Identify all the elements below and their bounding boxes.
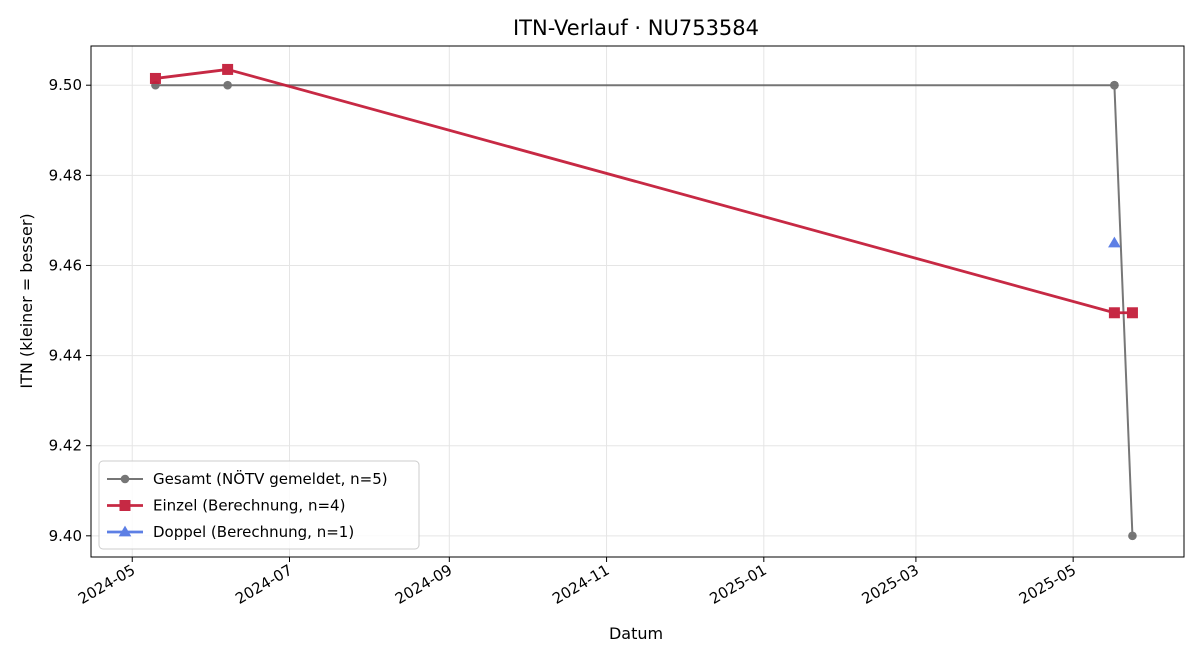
y-tick-label: 9.40	[49, 527, 82, 545]
legend-entry	[107, 525, 143, 537]
plot-frame	[90, 45, 1185, 558]
y-axis-ticks: 9.40 9.42 9.44 9.46 9.48 9.50	[49, 76, 91, 545]
y-tick-label: 9.42	[49, 437, 82, 455]
data-point	[1110, 80, 1119, 90]
data-point	[222, 63, 234, 75]
y-tick-label: 9.44	[49, 347, 82, 365]
y-tick-label: 9.48	[49, 166, 82, 184]
series-group	[149, 63, 1138, 541]
data-point	[1108, 307, 1120, 319]
legend-label: Doppel (Berechnung, n=1)	[153, 523, 354, 541]
y-tick-label: 9.46	[49, 256, 82, 274]
legend-marker	[120, 474, 130, 484]
series-line	[155, 84, 1134, 536]
legend-marker	[119, 500, 131, 511]
legend-entry	[107, 500, 143, 511]
legend-entry	[107, 474, 143, 484]
legend-box	[98, 460, 420, 550]
data-point	[149, 72, 161, 84]
series-circle	[151, 80, 1137, 541]
series-square	[149, 63, 1138, 319]
y-axis-label: ITN (kleiner = besser)	[17, 213, 36, 388]
series-triangle	[1108, 236, 1121, 248]
legend-marker	[118, 525, 132, 537]
series-line	[155, 68, 1133, 315]
data-point	[1128, 531, 1137, 541]
legend-label: Gesamt (NÖTV gemeldet, n=5)	[153, 469, 388, 488]
data-point	[223, 80, 232, 90]
legend-label: Einzel (Berechnung, n=4)	[153, 497, 345, 515]
chart-title: ITN-Verlauf · NU753584	[513, 16, 759, 40]
x-axis-label: Datum	[609, 624, 663, 643]
y-tick-label: 9.50	[49, 76, 82, 94]
data-point	[1126, 307, 1138, 319]
data-point	[1108, 236, 1121, 248]
legend: Gesamt (NÖTV gemeldet, n=5) Einzel (Berec…	[98, 460, 420, 550]
